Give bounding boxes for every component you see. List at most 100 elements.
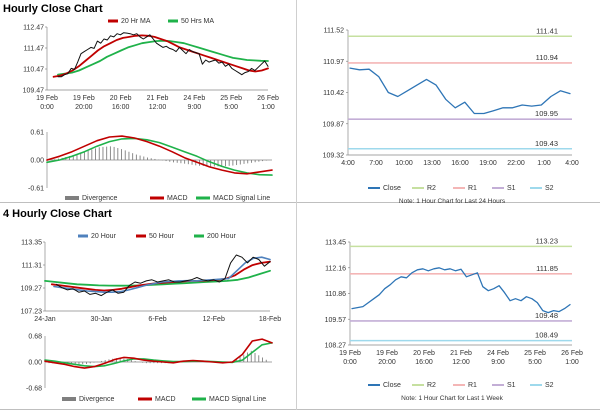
four_hourly_price-x-tick: 24-Jan xyxy=(34,316,56,323)
bottom-divider xyxy=(0,409,600,410)
four_hourly_levels-legend-close-swatch xyxy=(368,384,380,386)
hourly_levels-x-tick: 4:00 xyxy=(341,160,355,167)
four_hourly_levels-close-line xyxy=(351,267,571,314)
hourly_macd-legend-divergence-label: Divergence xyxy=(82,195,118,202)
hourly_levels-legend-close-swatch xyxy=(368,187,380,189)
four_hourly_price-y-tick: 111.31 xyxy=(22,263,42,270)
hourly_price-x-tick: 16:00 xyxy=(112,104,130,111)
four_hourly_levels-legend-r2-swatch xyxy=(412,384,424,386)
hourly_price-x-tick: 19 Feb xyxy=(36,95,58,102)
hourly_levels-legend-s1-label: S1 xyxy=(507,185,516,192)
four-hourly-legend-50-hour-swatch xyxy=(136,234,146,238)
four-hourly-legend-50-hour-label: 50 Hour xyxy=(149,233,175,240)
hourly_price-x-tick: 12:00 xyxy=(149,104,167,111)
hourly_levels-x-tick: 10:00 xyxy=(395,160,413,167)
hourly_levels-x-tick: 19:00 xyxy=(479,160,497,167)
four_hourly_levels-x-tick: 0:00 xyxy=(343,359,357,366)
four_hourly_levels-x-tick: 26 Feb xyxy=(561,350,583,357)
four_hourly_levels-legend-s2-label: S2 xyxy=(545,382,554,389)
hourly_levels-legend-s2-label: S2 xyxy=(545,185,554,192)
hourly_price-x-tick: 24 Feb xyxy=(183,95,205,102)
hourly_levels-y-tick: 109.87 xyxy=(323,121,345,128)
hourly_levels-legend-r2-label: R2 xyxy=(427,185,436,192)
hourly_levels-legend-close-label: Close xyxy=(383,185,401,192)
four_hourly_levels-x-tick: 12:00 xyxy=(452,359,470,366)
hourly_levels-legend-r2-swatch xyxy=(412,187,424,189)
hourly_levels-legend-r1-label: R1 xyxy=(468,185,477,192)
hourly-legend-50hr-ma-label: 50 Hrs MA xyxy=(181,18,214,25)
hourly_price-x-tick: 20:00 xyxy=(75,104,93,111)
hourly_levels-x-tick: 13:00 xyxy=(423,160,441,167)
four_hourly_price-x-tick: 6-Feb xyxy=(148,316,166,323)
hourly_macd-legend-macd-label: MACD xyxy=(167,195,188,202)
hourly_levels-x-tick: 4:00 xyxy=(565,160,579,167)
hourly_price-y-tick: 111.47 xyxy=(24,46,44,53)
four_hourly_levels-x-tick: 20 Feb xyxy=(413,350,435,357)
hourly_price-x-tick: 25 Feb xyxy=(220,95,242,102)
hourly_macd-legend-signal-label: MACD Signal Line xyxy=(213,195,270,202)
four_hourly_levels-note: Note: 1 Hour Chart for Last 1 Week xyxy=(401,395,504,402)
four_hourly_macd-y-tick: 0.68 xyxy=(28,334,42,341)
four_hourly_levels-legend-r2-label: R2 xyxy=(427,382,436,389)
hourly_macd-macd-line xyxy=(46,135,273,175)
four_hourly_price-x-tick: 18-Feb xyxy=(259,316,281,323)
hourly_price-x-tick: 1:00 xyxy=(261,104,275,111)
four_hourly_levels-y-tick: 108.27 xyxy=(325,343,347,350)
four_hourly_levels-x-tick: 24 Feb xyxy=(487,350,509,357)
hourly-legend-20hr-ma-swatch xyxy=(108,19,118,23)
four-hourly-legend-200-hour-label: 200 Hour xyxy=(207,233,236,240)
four_hourly_levels-x-tick: 19 Feb xyxy=(376,350,398,357)
hourly_price-series-close xyxy=(57,32,269,78)
hourly_price-x-tick: 9:00 xyxy=(188,104,202,111)
hourly_levels-legend-r1-swatch xyxy=(453,187,465,189)
four_hourly_price-series-50-hour xyxy=(50,260,271,292)
four_hourly_levels-legend-s1-swatch xyxy=(492,384,504,386)
hourly_levels-x-tick: 1:00 xyxy=(537,160,551,167)
four_hourly_macd-y-tick: 0.00 xyxy=(28,360,42,367)
hourly_levels-level-label-s1: 109.95 xyxy=(535,109,558,118)
four_hourly_levels-y-tick: 112.16 xyxy=(325,265,346,272)
hourly_macd-legend-divergence-swatch xyxy=(65,196,79,200)
hourly_levels-level-label-r1: 110.94 xyxy=(536,53,558,62)
four_hourly_levels-legend-close-label: Close xyxy=(383,382,401,389)
hourly_levels-note: Note: 1 Hour Chart for Last 24 Hours xyxy=(399,198,506,205)
hourly_macd-y-tick: 0.00 xyxy=(30,158,44,165)
four_hourly_levels-level-label-s2: 108.49 xyxy=(535,331,558,340)
hourly-section-title: Hourly Close Chart xyxy=(3,3,103,15)
four_hourly_levels-level-label-r2: 113.23 xyxy=(536,236,558,245)
hourly_macd-y-tick: -0.61 xyxy=(28,186,44,193)
hourly_levels-y-tick: 110.97 xyxy=(323,59,344,66)
hourly_levels-x-tick: 16:00 xyxy=(451,160,469,167)
four_hourly_levels-legend-s2-swatch xyxy=(530,384,542,386)
four-hourly-legend-20-hour-label: 20 Hour xyxy=(91,233,117,240)
column-divider xyxy=(296,0,297,410)
hourly_levels-x-tick: 7:00 xyxy=(369,160,383,167)
four_hourly_levels-x-tick: 9:00 xyxy=(491,359,505,366)
four_hourly_macd-legend-divergence-swatch xyxy=(62,397,76,401)
four_hourly_macd-y-tick: -0.68 xyxy=(26,386,42,393)
four_hourly_levels-y-tick: 109.57 xyxy=(325,317,347,324)
hourly_price-y-tick: 109.47 xyxy=(23,88,45,95)
four-hourly-legend-20-hour-swatch xyxy=(78,234,88,238)
hourly_price-x-tick: 21 Feb xyxy=(147,95,169,102)
hourly_levels-level-label-s2: 109.43 xyxy=(535,139,558,148)
four_hourly_price-y-tick: 109.27 xyxy=(21,286,43,293)
hourly_macd-legend-signal-swatch xyxy=(196,196,210,200)
four_hourly_levels-level-label-s1: 109.48 xyxy=(535,311,558,320)
four_hourly_price-x-tick: 30-Jan xyxy=(91,316,113,323)
hourly_macd-legend-macd-swatch xyxy=(150,196,164,200)
hourly_levels-y-tick: 109.32 xyxy=(323,153,345,160)
four_hourly_levels-legend-r1-swatch xyxy=(453,384,465,386)
four_hourly_macd-legend-signal-label: MACD Signal Line xyxy=(209,396,266,403)
four_hourly_levels-x-tick: 19 Feb xyxy=(339,350,361,357)
four_hourly_price-y-tick: 107.23 xyxy=(21,309,43,316)
four-hourly-legend-200-hour-swatch xyxy=(194,234,204,238)
four_hourly_levels-x-tick: 25 Feb xyxy=(524,350,546,357)
hourly_price-x-tick: 5:00 xyxy=(224,104,238,111)
hourly_price-x-tick: 19 Feb xyxy=(73,95,95,102)
four_hourly_levels-x-tick: 20:00 xyxy=(378,359,396,366)
hourly_price-y-tick: 110.47 xyxy=(23,67,44,74)
hourly_levels-legend-s1-swatch xyxy=(492,187,504,189)
four_hourly_levels-x-tick: 1:00 xyxy=(565,359,579,366)
